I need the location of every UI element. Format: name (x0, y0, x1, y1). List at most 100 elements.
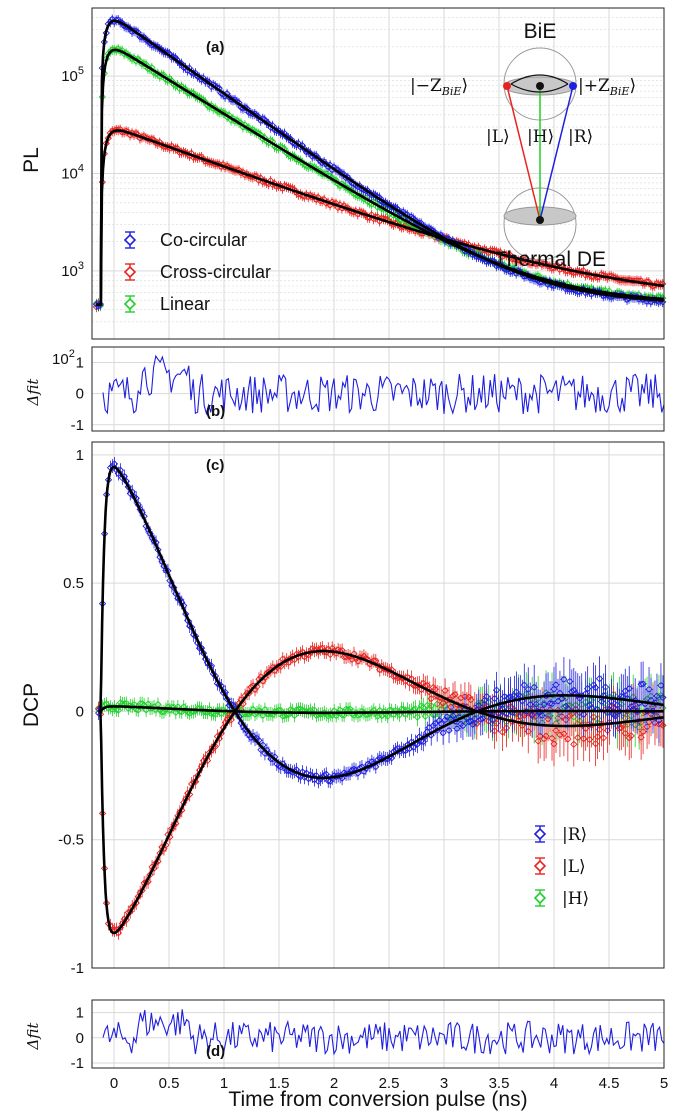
point-234 (558, 712, 566, 721)
point-251 (591, 683, 600, 692)
point-38 (168, 77, 176, 85)
ket-L: |L⟩ (486, 127, 510, 147)
point-46 (186, 622, 194, 630)
y-tick-1-0: 1 (76, 355, 84, 372)
point-150 (389, 203, 398, 212)
x-tick-label-1: 0.5 (159, 1075, 180, 1092)
x-tick-label-5: 2.5 (379, 1075, 400, 1092)
point-235 (560, 675, 568, 684)
point-249 (587, 696, 596, 704)
point-91 (275, 662, 283, 670)
panel-d-ylabel: Δfit (24, 1022, 42, 1051)
point-55 (201, 98, 209, 106)
point-40 (171, 144, 180, 152)
point-274 (637, 733, 645, 742)
point-225 (540, 735, 548, 743)
x-tick-label-4: 2 (330, 1075, 338, 1092)
residual-line-3 (102, 1009, 665, 1056)
point-186 (463, 703, 471, 711)
point-171 (433, 700, 441, 708)
point-178 (447, 703, 455, 711)
legend-marker (533, 891, 547, 905)
point-85 (261, 134, 269, 142)
y-tick-3-1: 0 (76, 1030, 84, 1047)
point-117 (326, 777, 334, 785)
ket-R: |R⟩ (568, 127, 593, 147)
panel-c-legend: |R⟩ |L⟩ |H⟩ (533, 825, 589, 909)
point-266 (621, 729, 629, 737)
point-192 (475, 699, 483, 707)
x-tick-label-6: 3 (440, 1075, 448, 1092)
point-164 (419, 738, 427, 746)
point-170 (431, 685, 439, 693)
point-174 (439, 729, 447, 737)
point-257 (603, 726, 612, 735)
point-25 (144, 700, 152, 708)
legend-H-label: |H⟩ (562, 889, 589, 909)
point-248 (586, 696, 594, 704)
point-264 (617, 724, 625, 732)
point-260 (609, 690, 618, 699)
point-53 (197, 95, 205, 103)
point-120 (330, 200, 338, 208)
point-270 (629, 693, 637, 701)
point-175 (441, 716, 449, 724)
y-tick-a-1: 104 (61, 163, 84, 183)
point-129 (350, 765, 358, 773)
point-179 (449, 712, 457, 720)
arrow-upper (510, 74, 569, 85)
point-180 (451, 717, 459, 726)
point-219 (528, 712, 536, 720)
point-15 (122, 127, 130, 135)
panel-a-ylabel: PL (20, 147, 43, 173)
point-247 (584, 702, 592, 710)
point-229 (548, 734, 556, 742)
y-tick-c-1: 0.5 (63, 575, 84, 592)
point-131 (354, 657, 362, 665)
legend-co-circular (123, 231, 137, 249)
point-236 (562, 716, 570, 724)
point-2 (96, 300, 104, 308)
point-227 (544, 715, 552, 723)
point-10 (114, 706, 123, 714)
point-187 (465, 718, 473, 726)
point-221 (532, 703, 540, 711)
point-100 (290, 152, 299, 161)
point-208 (506, 702, 515, 711)
point-199 (488, 716, 497, 724)
panel-c-y-ticks: 1 0.5 0 -0.5 -1 (58, 447, 84, 977)
point-226 (542, 732, 550, 740)
x-tick-label-8: 4 (550, 1075, 558, 1092)
point-251 (591, 740, 600, 748)
point-235 (560, 730, 568, 738)
y-tick-a-2: 105 (61, 65, 84, 85)
point-220 (530, 683, 538, 691)
point-156 (401, 210, 409, 218)
point-230 (550, 685, 558, 693)
point-221 (532, 700, 540, 708)
point-273 (635, 723, 643, 731)
point-24 (140, 60, 148, 68)
legend-L-label: |L⟩ (562, 857, 586, 877)
point-36 (166, 577, 174, 585)
point-263 (615, 724, 623, 732)
legend-L (533, 857, 547, 875)
point-48 (187, 89, 196, 97)
panel-c-ylabel: DCP (20, 683, 43, 727)
point-250 (589, 681, 598, 689)
point-165 (421, 712, 429, 720)
point-plus-z (569, 82, 577, 90)
panel-d: 1 0 -1 Δfit (d) (24, 999, 665, 1072)
point-141 (371, 213, 380, 221)
point-174 (439, 699, 447, 707)
arrow-lower (510, 83, 569, 93)
point-124 (338, 169, 346, 178)
point-197 (485, 717, 493, 725)
point-247 (584, 685, 592, 693)
point-225 (540, 701, 548, 709)
point-255 (599, 734, 608, 742)
state-minus-z: |−ZBiE⟩ (410, 76, 468, 98)
point-196 (483, 692, 491, 701)
point-240 (570, 686, 578, 694)
point-269 (627, 732, 635, 740)
